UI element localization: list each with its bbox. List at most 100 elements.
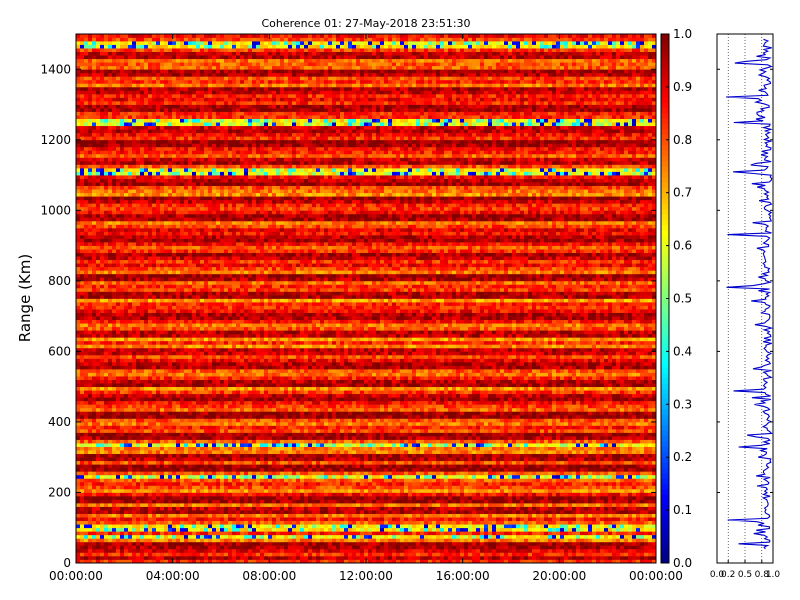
heatmap-cell: [292, 454, 296, 458]
heatmap-cell: [476, 503, 480, 507]
heatmap-cell: [484, 545, 488, 549]
heatmap-cell: [564, 503, 568, 507]
heatmap-cell: [160, 531, 164, 535]
heatmap-cell: [348, 443, 352, 447]
heatmap-cell: [508, 489, 512, 493]
heatmap-cell: [152, 542, 156, 546]
heatmap-cell: [412, 521, 416, 525]
heatmap-cell: [108, 500, 112, 504]
heatmap-cell: [620, 507, 624, 511]
heatmap-cell: [248, 549, 252, 553]
heatmap-cell: [180, 524, 184, 528]
heatmap-cell: [100, 447, 104, 451]
heatmap-cell: [608, 549, 612, 553]
heatmap-cell: [316, 524, 320, 528]
heatmap-cell: [268, 521, 272, 525]
heatmap-cell: [172, 485, 176, 489]
heatmap-cell: [100, 457, 104, 461]
heatmap-cell: [340, 496, 344, 500]
heatmap-cell: [88, 447, 92, 451]
heatmap-cell: [512, 471, 516, 475]
heatmap-cell: [532, 461, 536, 465]
heatmap-cell: [180, 464, 184, 468]
heatmap-cell: [156, 507, 160, 511]
heatmap-cell: [172, 475, 176, 479]
heatmap-cell: [148, 454, 152, 458]
heatmap-cell: [100, 478, 104, 482]
heatmap-cell: [204, 510, 208, 514]
heatmap-cell: [596, 535, 600, 539]
heatmap-cell: [348, 549, 352, 553]
heatmap-cell: [376, 485, 380, 489]
heatmap-cell: [612, 461, 616, 465]
heatmap-cell: [424, 482, 428, 486]
heatmap-cell: [140, 464, 144, 468]
heatmap-cell: [352, 496, 356, 500]
heatmap-cell: [500, 531, 504, 535]
heatmap-cell: [332, 492, 336, 496]
heatmap-cell: [412, 510, 416, 514]
heatmap-cell: [528, 500, 532, 504]
heatmap-cell: [100, 545, 104, 549]
heatmap-cell: [516, 521, 520, 525]
heatmap-cell: [128, 500, 132, 504]
heatmap-cell: [108, 450, 112, 454]
heatmap-cell: [276, 478, 280, 482]
heatmap-cell: [504, 521, 508, 525]
heatmap-cell: [552, 524, 556, 528]
heatmap-cell: [180, 489, 184, 493]
heatmap-cell: [528, 549, 532, 553]
heatmap-cell: [444, 478, 448, 482]
heatmap-cell: [572, 517, 576, 521]
heatmap-cell: [88, 545, 92, 549]
heatmap-cell: [488, 468, 492, 472]
heatmap-cell: [480, 556, 484, 560]
heatmap-cell: [484, 461, 488, 465]
heatmap-cell: [144, 538, 148, 542]
heatmap-cell: [420, 545, 424, 549]
heatmap-cell: [604, 507, 608, 511]
heatmap-cell: [632, 549, 636, 553]
heatmap-cell: [184, 461, 188, 465]
heatmap-cell: [316, 492, 320, 496]
heatmap-cell: [352, 492, 356, 496]
heatmap-cell: [236, 524, 240, 528]
heatmap-cell: [524, 556, 528, 560]
heatmap-cell: [204, 549, 208, 553]
heatmap-cell: [144, 503, 148, 507]
heatmap-cell: [504, 464, 508, 468]
heatmap-cell: [412, 507, 416, 511]
heatmap-cell: [428, 450, 432, 454]
heatmap-cell: [564, 510, 568, 514]
heatmap-cell: [628, 443, 632, 447]
heatmap-cell: [196, 528, 200, 532]
heatmap-cell: [460, 485, 464, 489]
heatmap-cell: [316, 538, 320, 542]
heatmap-cell: [380, 531, 384, 535]
heatmap-cell: [300, 457, 304, 461]
heatmap-cell: [544, 464, 548, 468]
heatmap-cell: [536, 535, 540, 539]
heatmap-cell: [344, 464, 348, 468]
heatmap-cell: [104, 471, 108, 475]
heatmap-cell: [184, 507, 188, 511]
heatmap-cell: [88, 450, 92, 454]
heatmap-cell: [368, 531, 372, 535]
heatmap-cell: [172, 514, 176, 518]
heatmap-cell: [484, 500, 488, 504]
heatmap-cell: [516, 545, 520, 549]
heatmap-cell: [632, 517, 636, 521]
heatmap-cell: [164, 514, 168, 518]
heatmap-cell: [436, 538, 440, 542]
heatmap-cell: [648, 545, 652, 549]
heatmap-cell: [388, 500, 392, 504]
heatmap-cell: [604, 478, 608, 482]
heatmap-cell: [248, 545, 252, 549]
heatmap-cell: [356, 524, 360, 528]
heatmap-cell: [468, 514, 472, 518]
heatmap-cell: [620, 471, 624, 475]
heatmap-cell: [212, 447, 216, 451]
heatmap-cell: [100, 471, 104, 475]
heatmap-cell: [240, 552, 244, 556]
heatmap-cell: [80, 510, 84, 514]
